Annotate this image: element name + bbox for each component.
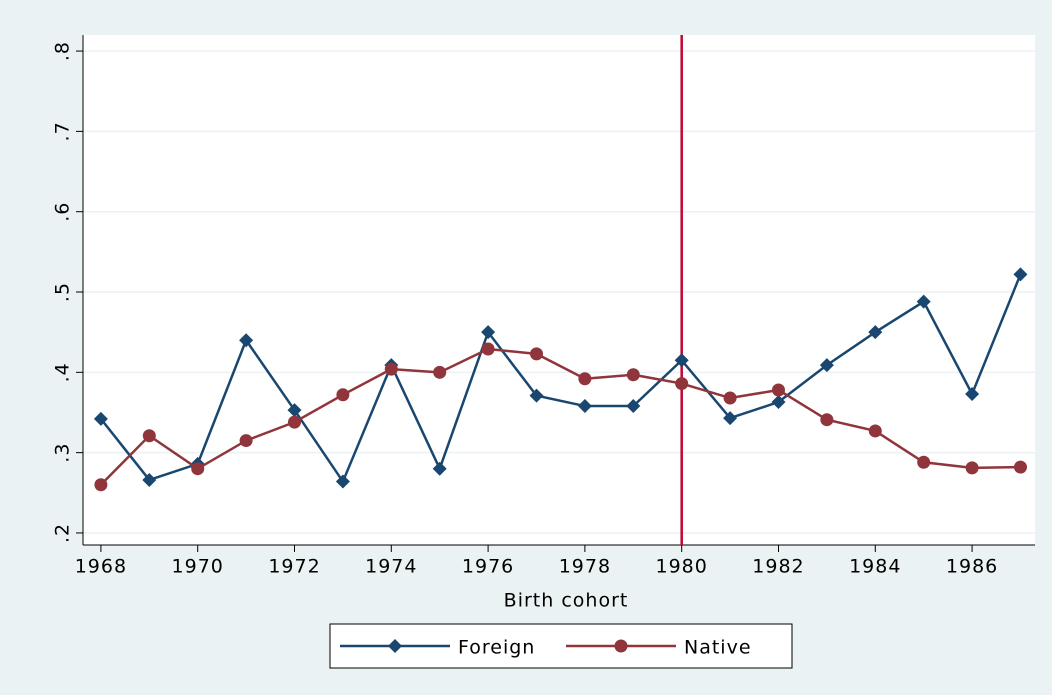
legend-label: Foreign xyxy=(458,637,535,659)
x-tick-label: 1976 xyxy=(462,556,514,578)
legend-marker xyxy=(614,639,628,653)
x-axis-title: Birth cohort xyxy=(504,590,629,612)
x-tick-label: 1978 xyxy=(559,556,611,578)
data-point xyxy=(433,365,447,379)
y-tick-label: .7 xyxy=(52,121,74,141)
data-point xyxy=(287,403,302,418)
data-point xyxy=(820,413,834,427)
data-point xyxy=(819,358,834,373)
x-tick-label: 1982 xyxy=(752,556,804,578)
y-tick-label: .4 xyxy=(52,362,74,382)
data-point xyxy=(868,325,883,340)
legend-label: Native xyxy=(684,637,752,659)
x-tick-label: 1972 xyxy=(268,556,320,578)
data-point xyxy=(577,399,592,414)
plot-area xyxy=(83,35,1035,545)
x-tick-label: 1986 xyxy=(946,556,998,578)
y-tick-label: .6 xyxy=(52,202,74,222)
series-line xyxy=(100,347,1021,486)
x-tick-label: 1974 xyxy=(365,556,417,578)
data-point xyxy=(335,474,350,489)
data-point xyxy=(965,387,980,402)
data-point xyxy=(626,399,641,414)
data-point xyxy=(94,478,108,492)
legend-marker xyxy=(388,639,402,653)
x-tick-label: 1980 xyxy=(656,556,708,578)
data-point xyxy=(191,462,205,476)
data-point xyxy=(93,411,108,426)
data-point xyxy=(916,294,931,309)
y-tick-label: .8 xyxy=(52,41,74,61)
data-point xyxy=(239,434,253,448)
data-point xyxy=(529,347,543,361)
data-point xyxy=(142,429,156,443)
y-tick-label: .3 xyxy=(52,443,74,463)
data-point xyxy=(868,424,882,438)
x-tick-label: 1970 xyxy=(172,556,224,578)
data-point xyxy=(578,372,592,386)
data-point xyxy=(1013,460,1027,474)
data-point xyxy=(529,388,544,403)
data-point xyxy=(626,368,640,382)
data-point xyxy=(771,383,785,397)
data-point xyxy=(675,377,689,391)
data-point xyxy=(674,353,689,368)
data-point xyxy=(432,461,447,476)
series-line xyxy=(99,273,1022,485)
data-point xyxy=(384,362,398,376)
data-point xyxy=(723,411,738,426)
data-point xyxy=(288,415,302,429)
x-tick-label: 1984 xyxy=(849,556,901,578)
x-tick-label: 1968 xyxy=(75,556,127,578)
data-point xyxy=(723,391,737,405)
data-point xyxy=(1013,267,1028,282)
data-point xyxy=(917,455,931,469)
data-point xyxy=(239,333,254,348)
data-point xyxy=(142,472,157,487)
data-point xyxy=(481,325,496,340)
data-point xyxy=(965,461,979,475)
y-tick-label: .2 xyxy=(52,523,74,543)
data-point xyxy=(771,395,786,410)
data-point xyxy=(481,342,495,356)
y-tick-label: .5 xyxy=(52,282,74,302)
data-point xyxy=(336,388,350,402)
